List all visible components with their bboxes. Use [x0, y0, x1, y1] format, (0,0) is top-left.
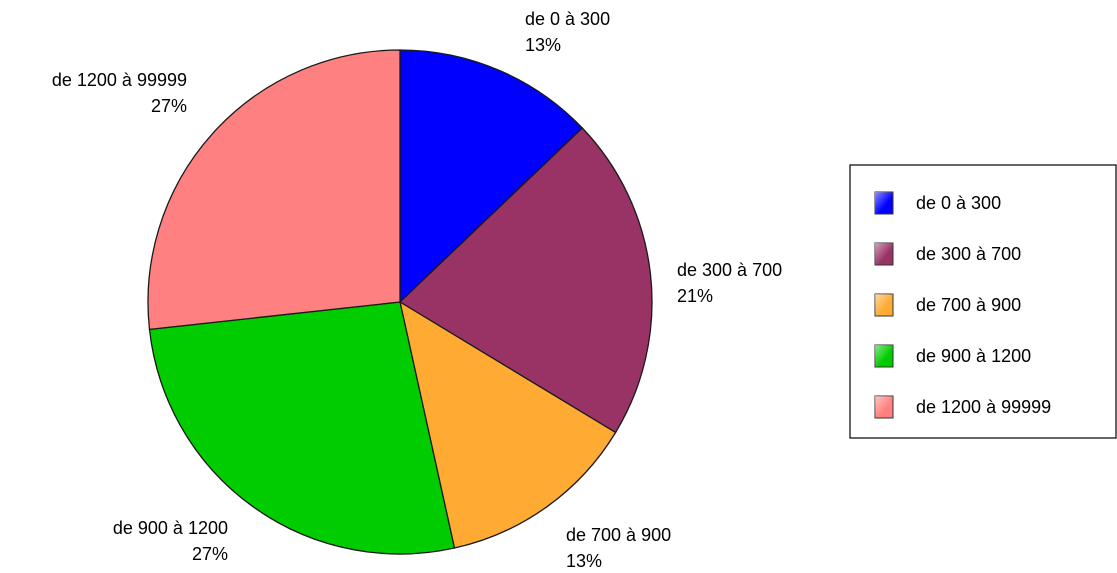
- slice-label-percent: 13%: [525, 35, 561, 55]
- legend-swatch-highlight: [875, 192, 893, 214]
- pie-slice: [149, 302, 454, 554]
- slice-label-percent: 27%: [192, 544, 228, 564]
- slice-label-category: de 0 à 300: [525, 9, 610, 29]
- slice-label-category: de 700 à 900: [566, 525, 671, 545]
- slice-label-percent: 13%: [566, 551, 602, 571]
- legend-label: de 0 à 300: [916, 193, 1001, 213]
- slice-label: de 1200 à 99999 27%: [52, 70, 187, 116]
- slice-label-category: de 900 à 1200: [113, 518, 228, 538]
- legend-label: de 1200 à 99999: [916, 397, 1051, 417]
- slice-label-category: de 1200 à 99999: [52, 70, 187, 90]
- slice-label-percent: 27%: [151, 96, 187, 116]
- legend-swatch-highlight: [875, 243, 893, 265]
- slice-label-percent: 21%: [677, 286, 713, 306]
- slice-label: de 0 à 300 13%: [525, 9, 610, 55]
- slice-label: de 700 à 900 13%: [566, 525, 671, 571]
- legend-label: de 700 à 900: [916, 295, 1021, 315]
- pie-slice: [148, 50, 400, 329]
- slice-label: de 900 à 1200 27%: [113, 518, 228, 564]
- slice-label: de 300 à 700 21%: [677, 260, 782, 306]
- legend-label: de 300 à 700: [916, 244, 1021, 264]
- slice-label-category: de 300 à 700: [677, 260, 782, 280]
- legend-swatch-highlight: [875, 396, 893, 418]
- legend-label: de 900 à 1200: [916, 346, 1031, 366]
- legend: de 0 à 300 de 300 à 700 de 700 à 900 de 900…: [850, 165, 1116, 438]
- legend-swatch-highlight: [875, 294, 893, 316]
- legend-swatch-highlight: [875, 345, 893, 367]
- pie-slices: [148, 50, 652, 554]
